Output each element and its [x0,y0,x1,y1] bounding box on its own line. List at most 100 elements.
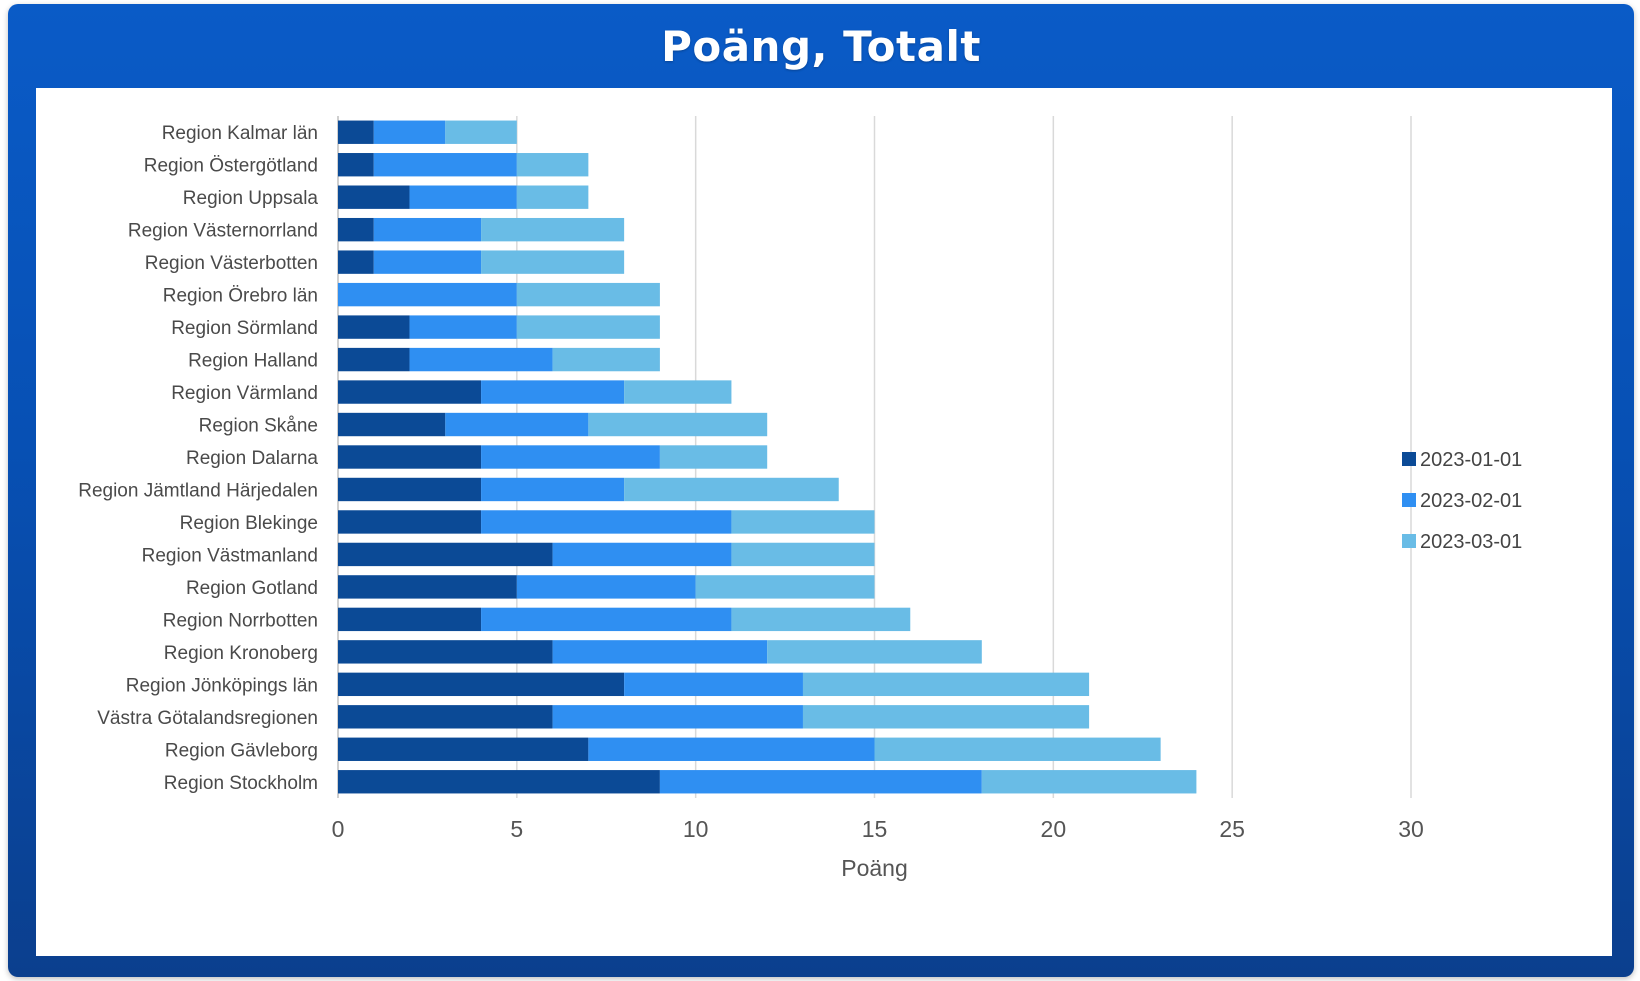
bar-20-series-1 [659,770,982,794]
category-label: Region Sörmland [171,318,318,339]
bar-13-series-2 [731,542,875,567]
bar-7-series-1 [409,347,553,372]
bar-6-series-1 [409,315,517,339]
legend-label-0: 2023-01-01 [1420,449,1522,471]
bar-2-series-2 [516,185,589,209]
bar-18-series-1 [552,705,803,729]
bar-13-series-1 [552,542,732,567]
bar-18-series-2 [802,705,1090,729]
legend-label-1: 2023-02-01 [1420,490,1522,512]
category-label: Region Jämtland Härjedalen [78,480,318,501]
x-axis-title: Poäng [841,855,908,881]
bar-16-series-1 [552,640,768,664]
bar-9-series-1 [445,412,589,437]
bar-10-series-2 [659,445,768,469]
bar-1-series-1 [373,153,517,177]
bar-5-series-1 [338,282,517,307]
bar-14-series-2 [695,575,875,599]
bar-1-series-2 [516,153,589,177]
category-label: Region Halland [188,351,318,372]
bar-11-series-1 [481,477,625,502]
bar-13-series-0 [338,542,553,567]
bar-14-series-0 [338,575,517,599]
bar-0-series-0 [338,120,374,144]
bar-12-series-2 [731,510,875,534]
x-tick-label: 30 [1398,816,1424,842]
bar-0-series-2 [445,120,517,144]
category-label: Region Kalmar län [162,123,318,144]
bar-17-series-0 [338,672,625,697]
chart-title: Poäng, Totalt [661,22,981,71]
category-label: Region Örebro län [163,286,318,307]
category-label: Region Norrbotten [163,610,318,631]
x-tick-label: 5 [510,816,523,842]
category-label: Västra Götalandsregionen [97,708,318,729]
bar-7-series-2 [552,347,660,372]
category-label: Region Blekinge [180,513,318,534]
bar-0-series-1 [373,120,446,144]
bar-16-series-2 [767,640,982,664]
x-tick-label: 15 [862,816,888,842]
bar-4-series-2 [481,250,625,274]
bar-9-series-0 [338,412,446,437]
bar-3-series-0 [338,217,374,242]
bar-17-series-2 [802,672,1090,697]
category-label: Region Dalarna [186,448,318,469]
x-tick-label: 0 [332,816,345,842]
bar-2-series-0 [338,185,410,209]
legend-label-2: 2023-03-01 [1420,531,1522,553]
legend-swatch-0 [1402,452,1416,466]
bar-20-series-0 [338,770,660,794]
bar-7-series-0 [338,347,410,372]
bar-14-series-1 [516,575,696,599]
bar-6-series-2 [516,315,660,339]
category-label: Region Västerbotten [145,253,318,274]
bar-11-series-0 [338,477,482,502]
bar-19-series-2 [874,737,1161,761]
category-label: Region Östergötland [144,156,318,177]
x-tick-label: 10 [683,816,709,842]
bar-15-series-0 [338,607,482,632]
bar-1-series-0 [338,153,374,177]
chart-frame: Poäng, Totalt Region Kalmar län Region Ös… [8,4,1634,977]
bar-10-series-1 [481,445,660,469]
bar-19-series-0 [338,737,589,761]
bar-4-series-0 [338,250,374,274]
bar-19-series-1 [588,737,875,761]
bar-15-series-1 [481,607,732,632]
legend-swatch-2 [1402,534,1416,548]
bar-8-series-1 [481,380,625,404]
category-label: Region Gotland [186,578,318,599]
bar-2-series-1 [409,185,517,209]
bar-12-series-0 [338,510,482,534]
category-label: Region Stockholm [164,773,318,794]
category-label: Region Uppsala [183,188,319,209]
bar-17-series-1 [624,672,803,697]
stacked-bar-chart: Region Kalmar län Region Östergötland Regi… [78,116,1522,881]
bar-10-series-0 [338,445,482,469]
category-label: Region Jönköpings län [126,675,318,696]
bar-9-series-2 [588,412,768,437]
category-label: Region Gävleborg [165,740,318,761]
x-tick-label: 20 [1041,816,1067,842]
bar-3-series-2 [481,217,625,242]
legend-swatch-1 [1402,493,1416,507]
bar-6-series-0 [338,315,410,339]
category-label: Region Västmanland [142,545,318,566]
bar-3-series-1 [373,217,482,242]
bar-5-series-2 [516,282,660,307]
category-label: Region Kronoberg [164,643,318,664]
x-tick-label: 25 [1219,816,1245,842]
bar-20-series-2 [981,770,1197,794]
bar-15-series-2 [731,607,911,632]
bar-18-series-0 [338,705,553,729]
category-label: Region Västernorrland [128,221,318,242]
category-label: Region Skåne [199,416,318,437]
bar-8-series-0 [338,380,482,404]
plot-panel: Region Kalmar län Region Östergötland Regi… [36,88,1612,956]
bar-4-series-1 [373,250,482,274]
bar-12-series-1 [481,510,732,534]
bar-8-series-2 [624,380,732,404]
bar-16-series-0 [338,640,553,664]
category-label: Region Värmland [171,383,318,404]
